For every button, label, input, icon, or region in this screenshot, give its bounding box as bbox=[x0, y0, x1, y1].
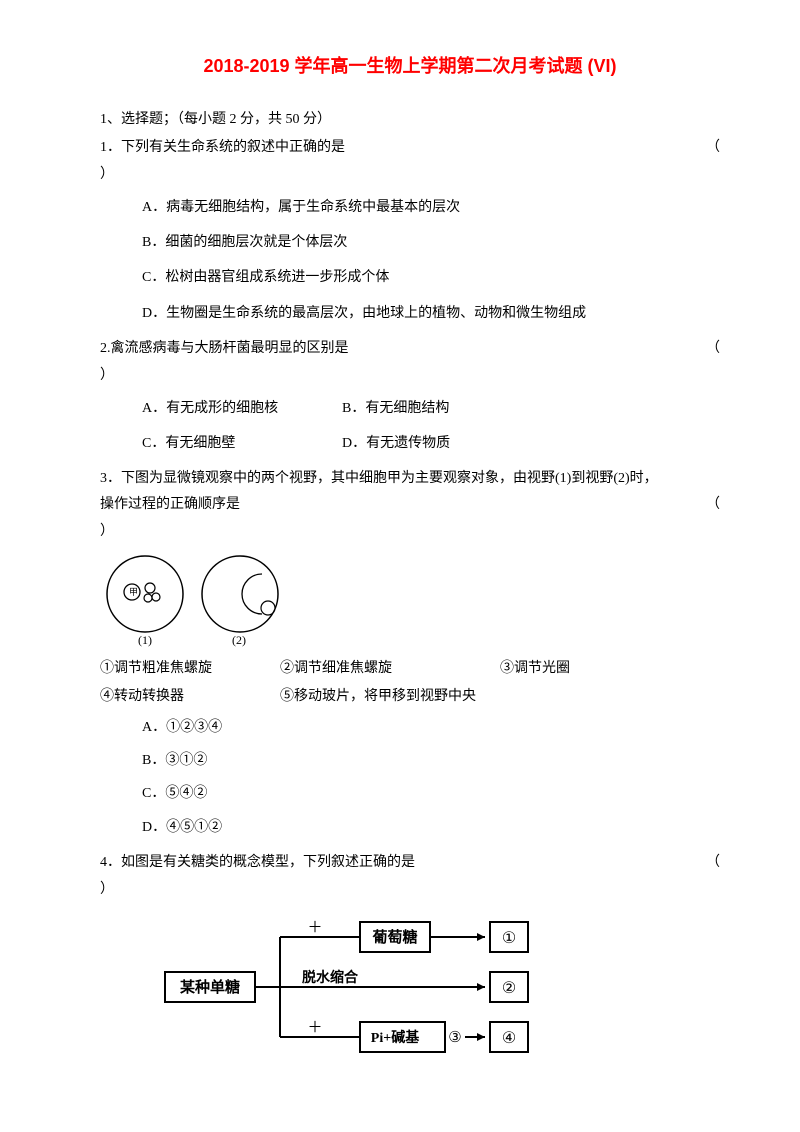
q1-opt-a: A．病毒无细胞结构，属于生命系统中最基本的层次 bbox=[142, 195, 720, 220]
open-paren: （ bbox=[705, 492, 720, 517]
q3-item-2: ②调节细准焦螺旋 bbox=[280, 655, 500, 683]
q1-opt-b: B．细菌的细胞层次就是个体层次 bbox=[142, 230, 720, 255]
q2-options: A．有无成形的细胞核 B．有无细胞结构 C．有无细胞壁 D．有无遗传物质 bbox=[100, 396, 720, 456]
q2-opt-d: D．有无遗传物质 bbox=[342, 431, 542, 456]
close-paren: ） bbox=[100, 877, 720, 902]
page-title: 2018-2019 学年高一生物上学期第二次月考试题 (VI) bbox=[100, 50, 720, 82]
q3-stem2: 操作过程的正确顺序是 bbox=[100, 492, 705, 517]
open-paren: （ bbox=[705, 850, 720, 875]
circ-1: ① bbox=[502, 930, 516, 947]
close-paren: ） bbox=[100, 519, 720, 544]
q3-item-5: ⑤移动玻片，将甲移到视野中央 bbox=[280, 683, 500, 711]
q1-stem: 1．下列有关生命系统的叙述中正确的是 bbox=[100, 135, 705, 160]
q3-item-3: ③调节光圈 bbox=[500, 655, 680, 683]
q1-options: A．病毒无细胞结构，属于生命系统中最基本的层次 B．细菌的细胞层次就是个体层次 … bbox=[100, 195, 720, 326]
q3-opt-d: D．④⑤①② bbox=[142, 815, 720, 840]
circ-2: ② bbox=[502, 980, 516, 997]
q2-opt-b: B．有无细胞结构 bbox=[342, 396, 542, 421]
circ-4: ④ bbox=[502, 1030, 516, 1047]
box-mono: 某种单糖 bbox=[180, 978, 240, 996]
box-pi: Pi+碱基 bbox=[371, 1029, 420, 1046]
q4-stem-line: 4．如图是有关糖类的概念模型，下列叙述正确的是 （ bbox=[100, 850, 720, 875]
q3-item-1: ①调节粗准焦螺旋 bbox=[100, 655, 280, 683]
sugar-diagram: 某种单糖 ＋ ＋ 脱水缩合 葡萄糖 Pi+碱基 ③ ① ② ④ bbox=[160, 912, 720, 1062]
open-paren: （ bbox=[705, 336, 720, 361]
section-header: 1、选择题；（每小题 2 分，共 50 分） bbox=[100, 107, 720, 132]
q3-opt-a: A．①②③④ bbox=[142, 715, 720, 740]
label-dehy: 脱水缩合 bbox=[302, 969, 359, 986]
plus-top: ＋ bbox=[307, 920, 322, 936]
q2-opt-c: C．有无细胞壁 bbox=[142, 431, 342, 456]
q3-stem1: 3．下图为显微镜观察中的两个视野，其中细胞甲为主要观察对象，由视野(1)到视野(… bbox=[100, 466, 720, 491]
q3-stem2-line: 操作过程的正确顺序是 （ bbox=[100, 492, 720, 517]
open-paren: （ bbox=[705, 135, 720, 160]
q1-opt-d: D．生物圈是生命系统的最高层次，由地球上的植物、动物和微生物组成 bbox=[142, 301, 720, 326]
q3-opt-c: C．⑤④② bbox=[142, 781, 720, 806]
q2-opt-a: A．有无成形的细胞核 bbox=[142, 396, 342, 421]
q3-item-4: ④转动转换器 bbox=[100, 683, 280, 711]
q3-opt-b: B．③①② bbox=[142, 748, 720, 773]
label-2: (2) bbox=[232, 633, 246, 647]
q4-stem: 4．如图是有关糖类的概念模型，下列叙述正确的是 bbox=[100, 850, 705, 875]
close-paren: ） bbox=[100, 363, 720, 388]
close-paren: ） bbox=[100, 162, 720, 187]
q2-stem-line: 2.禽流感病毒与大肠杆菌最明显的区别是 （ bbox=[100, 336, 720, 361]
q1-opt-c: C．松树由器官组成系统进一步形成个体 bbox=[142, 265, 720, 290]
q3-items: ①调节粗准焦螺旋 ②调节细准焦螺旋 ③调节光圈 ④转动转换器 ⑤移动玻片，将甲移… bbox=[100, 655, 720, 711]
box-glucose: 葡萄糖 bbox=[371, 928, 417, 946]
label-jia: 甲 bbox=[129, 587, 138, 597]
q1-stem-line: 1．下列有关生命系统的叙述中正确的是 （ bbox=[100, 135, 720, 160]
microscope-diagram: 甲 (1) (2) bbox=[100, 552, 720, 647]
plus-bot: ＋ bbox=[307, 1020, 322, 1036]
circ-3: ③ bbox=[448, 1030, 461, 1046]
q2-stem: 2.禽流感病毒与大肠杆菌最明显的区别是 bbox=[100, 336, 705, 361]
label-1: (1) bbox=[138, 633, 152, 647]
q3-options: A．①②③④ B．③①② C．⑤④② D．④⑤①② bbox=[100, 715, 720, 840]
